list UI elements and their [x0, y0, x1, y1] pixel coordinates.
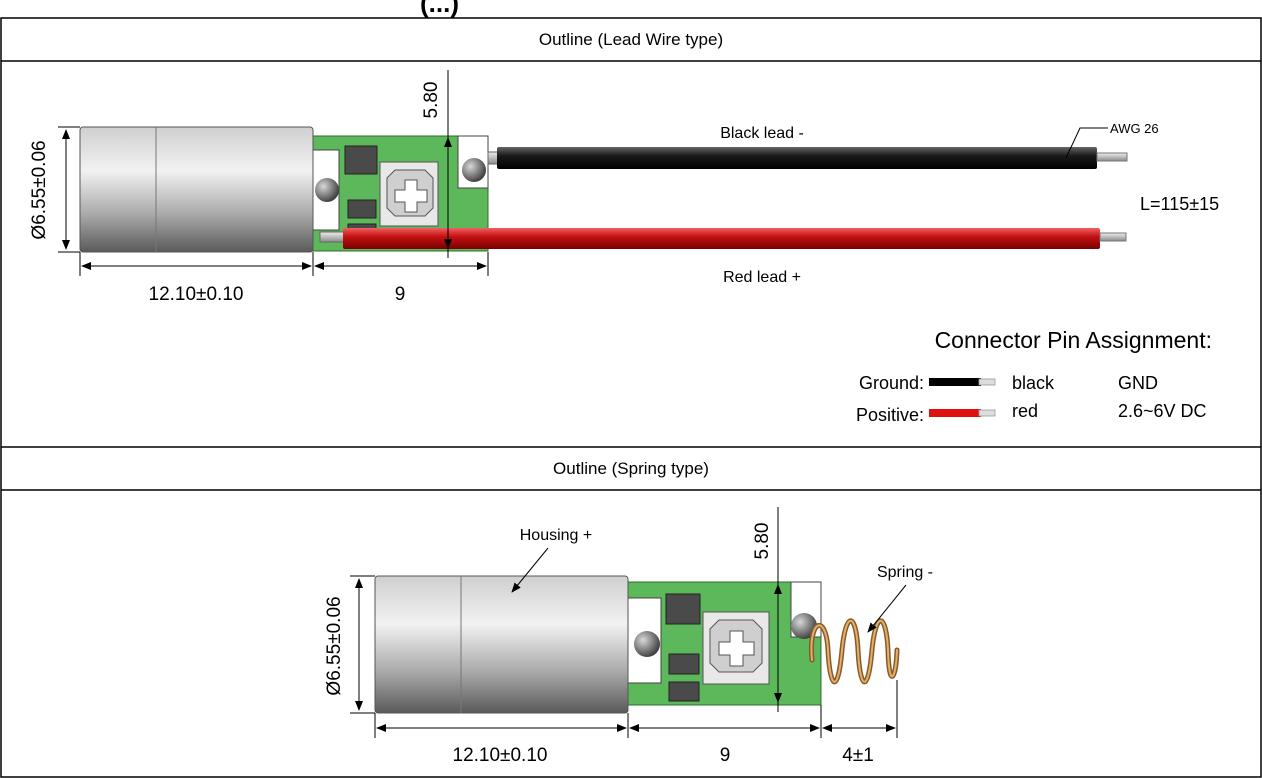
spring-dim-height: 5.80 — [752, 523, 773, 560]
solder-ball — [462, 158, 486, 182]
red-lead-wire — [343, 228, 1100, 249]
pin-ground-value: GND — [1118, 373, 1158, 393]
laser-housing — [79, 126, 314, 253]
housing-label: Housing + — [520, 527, 593, 544]
connector-title: Connector Pin Assignment: — [935, 327, 1212, 353]
pin-positive-color: red — [1012, 401, 1038, 421]
smd-chip — [347, 199, 377, 219]
spring-dim-body-length: 12.10±0.10 — [453, 745, 548, 766]
laser-housing — [374, 575, 629, 714]
spring-label: Spring - — [877, 564, 933, 581]
smd-chip — [668, 681, 700, 702]
spring-dim-board-length: 9 — [720, 745, 731, 766]
pin-ground-swatch — [929, 378, 981, 386]
lead-section-header: Outline (Lead Wire type) — [539, 30, 723, 49]
lead-dim-height: 5.80 — [421, 82, 442, 119]
pin-ground-label: Ground: — [859, 373, 924, 393]
smd-chip — [344, 145, 378, 175]
red-lead-label: Red lead + — [723, 269, 801, 286]
table-grid — [0, 17, 1262, 778]
lead-dim-body-length: 12.10±0.10 — [149, 284, 244, 305]
spring-dim-spring-length: 4±1 — [842, 745, 874, 766]
solder-ball — [634, 631, 660, 657]
length-label: L=115±15 — [1140, 194, 1219, 214]
solder-ball — [791, 613, 817, 639]
spring-section-header: Outline (Spring type) — [553, 459, 709, 478]
spring-dim-diameter: Ø6.55±0.06 — [324, 596, 345, 695]
pin-ground-color: black — [1012, 373, 1055, 393]
solder-ball — [315, 178, 339, 202]
smd-chip — [668, 653, 700, 675]
pin-positive-value: 2.6~6V DC — [1118, 401, 1207, 421]
spring-module-drawing: Housing + Spring - Ø6.55±0.06 5.80 12.10… — [324, 507, 933, 766]
awg-label: AWG 26 — [1110, 121, 1159, 136]
partial-title: (...) — [420, 0, 459, 18]
pin-positive-swatch — [929, 409, 981, 417]
lead-dim-board-length: 9 — [395, 284, 406, 305]
pin-positive-label: Positive: — [856, 405, 924, 425]
smd-chip — [665, 593, 701, 625]
black-lead-wire — [497, 147, 1097, 169]
black-lead-label: Black lead - — [720, 125, 804, 142]
lead-module-drawing: Ø6.55±0.06 5.80 12.10±0.10 9 Black lead … — [29, 70, 1219, 425]
lead-dim-diameter: Ø6.55±0.06 — [29, 140, 50, 239]
